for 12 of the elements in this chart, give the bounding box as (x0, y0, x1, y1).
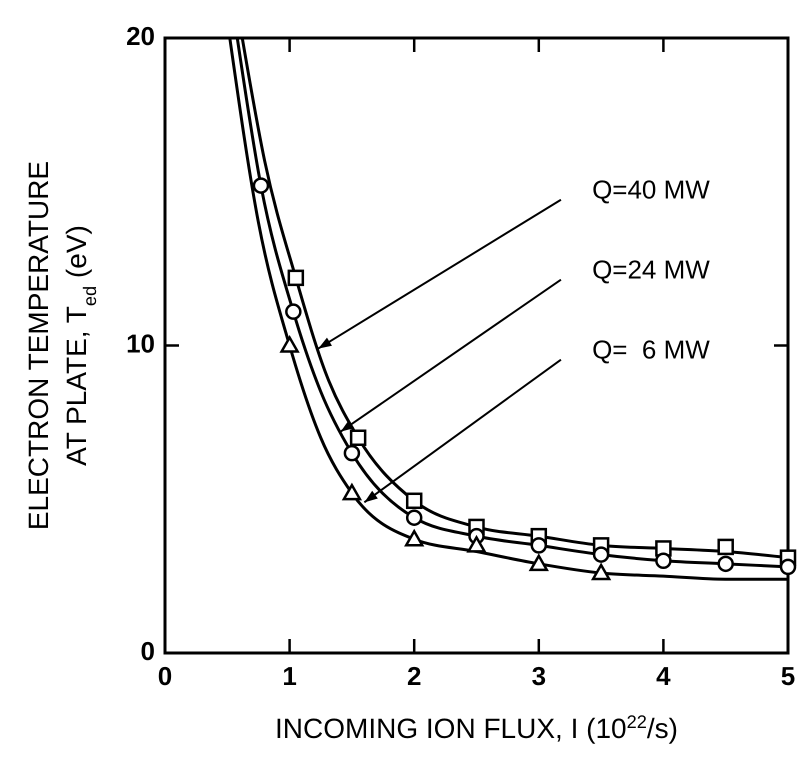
y-tick-label: 10 (126, 328, 155, 358)
annotation: Q=24 MW (592, 254, 710, 285)
y-tick-label: 20 (126, 20, 155, 51)
annotation: Q= 6 MW (592, 334, 710, 365)
x-tick-label: 3 (532, 661, 546, 691)
x-axis-title: INCOMING ION FLUX, I (10$^{22}$/s) (275, 712, 678, 744)
x-tick-label: 5 (780, 661, 796, 691)
x-tick-label: 2 (406, 661, 422, 691)
annotation: Q=40 MW (592, 174, 710, 205)
x-tick-label: 1 (282, 661, 297, 691)
x-tick-label: 4 (656, 661, 672, 691)
y-tick-label: 0 (140, 636, 155, 666)
